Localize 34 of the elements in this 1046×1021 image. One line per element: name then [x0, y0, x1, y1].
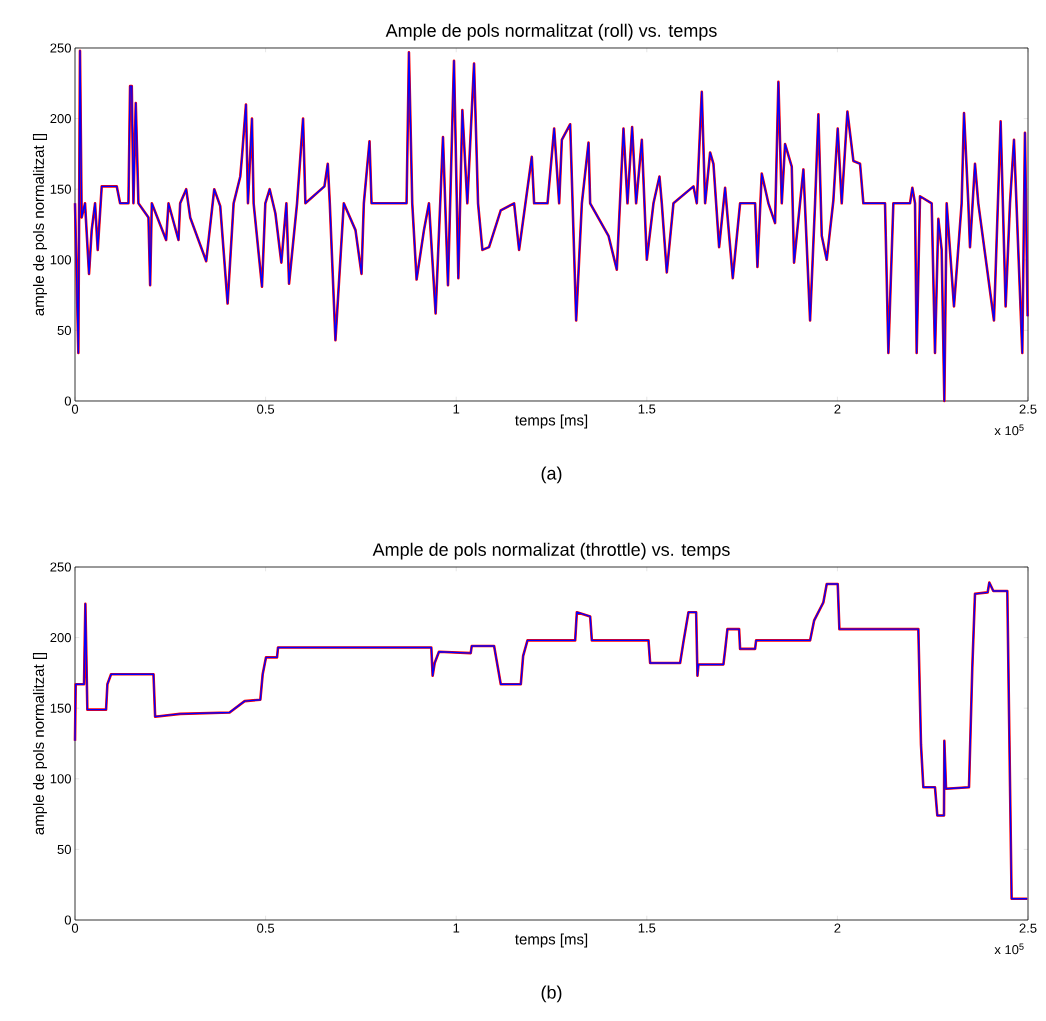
x-tick-label: 2.5: [1019, 923, 1037, 933]
y-tick-label: 150: [50, 184, 71, 194]
y-tick-label: 200: [50, 633, 71, 643]
y-tick-label: 100: [50, 255, 71, 265]
x-tick-label: 2: [834, 923, 841, 933]
y-tick-label: 200: [50, 113, 71, 124]
y-tick-label: 150: [50, 703, 71, 713]
y-tick-label: 100: [50, 774, 71, 784]
y-tick-label: 0: [64, 396, 71, 406]
x-tick-label: 2: [834, 404, 841, 414]
y-tick-label: 250: [50, 43, 71, 53]
x-tick-label: 1: [453, 404, 460, 414]
text: x 10$^{5}$: [994, 943, 1024, 955]
text: x 10$^{5}$: [994, 424, 1024, 436]
y-axis-title: ample de pols normalitzat []: [32, 133, 47, 316]
y-tick-label: 50: [57, 325, 71, 335]
x-tick-label: 0.5: [257, 404, 275, 414]
x-tick-label: 0: [71, 923, 79, 933]
x-tick-label: 1: [453, 923, 460, 933]
x-tick-label: 1.5: [638, 923, 656, 933]
text: (b): [541, 985, 562, 1003]
y-axis-title: ample de pols normalitzat []: [32, 652, 47, 835]
chart-title: Ample de pols normalitzat (roll) vs. temps: [385, 23, 717, 41]
y-tick-label: 50: [57, 844, 71, 854]
x-tick-label: 0: [71, 404, 79, 414]
x-tick-label: 1.5: [638, 404, 656, 414]
y-tick-label: 250: [50, 562, 71, 572]
text: (a): [541, 466, 562, 484]
y-tick-label: 0: [64, 915, 71, 925]
x-axis-title: temps [ms]: [515, 933, 588, 948]
x-tick-label: 0.5: [257, 923, 275, 933]
x-axis-title: temps [ms]: [515, 414, 588, 429]
chart-title: Ample de pols normalizat (throttle) vs. temps: [372, 542, 730, 560]
x-tick-label: 2.5: [1019, 404, 1037, 414]
